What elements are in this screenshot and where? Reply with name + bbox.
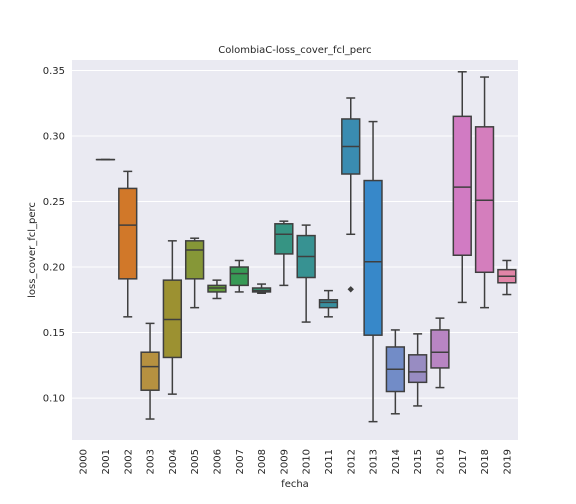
box-2015: [407, 333, 428, 407]
iqr-box: [274, 223, 294, 255]
iqr-box: [118, 187, 138, 280]
x-tick-label: 2002: [123, 449, 134, 474]
plot-background: [72, 60, 518, 440]
x-tick-label: 2010: [302, 449, 313, 474]
x-tick-label: 2015: [413, 449, 424, 474]
y-axis-label: loss_cover_fcl_perc: [27, 202, 38, 298]
box-2016: [430, 317, 450, 389]
box-2014: [385, 329, 406, 415]
box-2013: [363, 120, 383, 423]
x-tick-label: 2013: [369, 449, 380, 474]
iqr-box: [184, 240, 205, 280]
box-2018: [474, 76, 495, 309]
grid-lines: [72, 69, 518, 399]
chart-title: ColombiaC-loss_cover_fcl_perc: [218, 45, 371, 56]
iqr-box: [229, 266, 249, 287]
boxes: [95, 71, 517, 423]
x-tick-label: 2005: [190, 449, 201, 474]
outlier-marker: [347, 286, 354, 293]
x-tick-label: 2012: [346, 449, 357, 474]
box-2006: [207, 279, 227, 300]
box-2007: [229, 259, 249, 293]
y-tick-labels: 0.10 0.15 0.20 0.25 0.30 0.35: [43, 66, 65, 405]
x-tick-label: 2001: [101, 449, 112, 474]
box-2005: [184, 237, 205, 309]
iqr-box: [140, 351, 160, 391]
box-2017: [452, 71, 472, 304]
box-2011: [318, 289, 339, 318]
box-2009: [274, 220, 294, 287]
x-tick-label: 2009: [279, 449, 290, 474]
iqr-box: [452, 115, 472, 256]
x-tick-label: 2019: [502, 449, 513, 474]
x-tick-label: 2000: [79, 449, 90, 474]
y-tick-label: 0.35: [43, 66, 65, 77]
iqr-box: [430, 329, 450, 369]
x-tick-label: 2014: [391, 449, 402, 474]
x-axis-label: fecha: [281, 479, 309, 490]
x-tick-label: 2011: [324, 449, 335, 474]
iqr-box: [318, 299, 339, 309]
x-tick-label: 2003: [146, 449, 157, 474]
box-2002: [118, 170, 138, 318]
iqr-box: [407, 354, 428, 384]
y-tick-label: 0.30: [43, 132, 65, 143]
x-tick-label: 2007: [235, 449, 246, 474]
y-tick-label: 0.25: [43, 197, 65, 208]
box-2003: [140, 322, 160, 420]
x-tick-label: 2008: [257, 449, 268, 474]
box-2008: [251, 283, 272, 294]
x-tick-label: 2018: [480, 449, 491, 474]
y-tick-label: 0.15: [43, 328, 65, 339]
x-tick-labels: 2000 2001 2002 2003 2004 2005 2006 2007 2008 2009…: [79, 449, 514, 474]
x-tick-label: 2004: [168, 449, 179, 474]
box-2019: [497, 259, 517, 296]
x-tick-label: 2017: [458, 449, 469, 474]
y-tick-label: 0.20: [43, 263, 65, 274]
x-tick-label: 2016: [435, 449, 446, 474]
box-2010: [296, 224, 316, 323]
x-tick-label: 2006: [212, 449, 223, 474]
y-tick-label: 0.10: [43, 394, 65, 405]
box-2004: [162, 240, 183, 395]
box-2012: [341, 97, 361, 293]
iqr-box: [363, 179, 383, 336]
